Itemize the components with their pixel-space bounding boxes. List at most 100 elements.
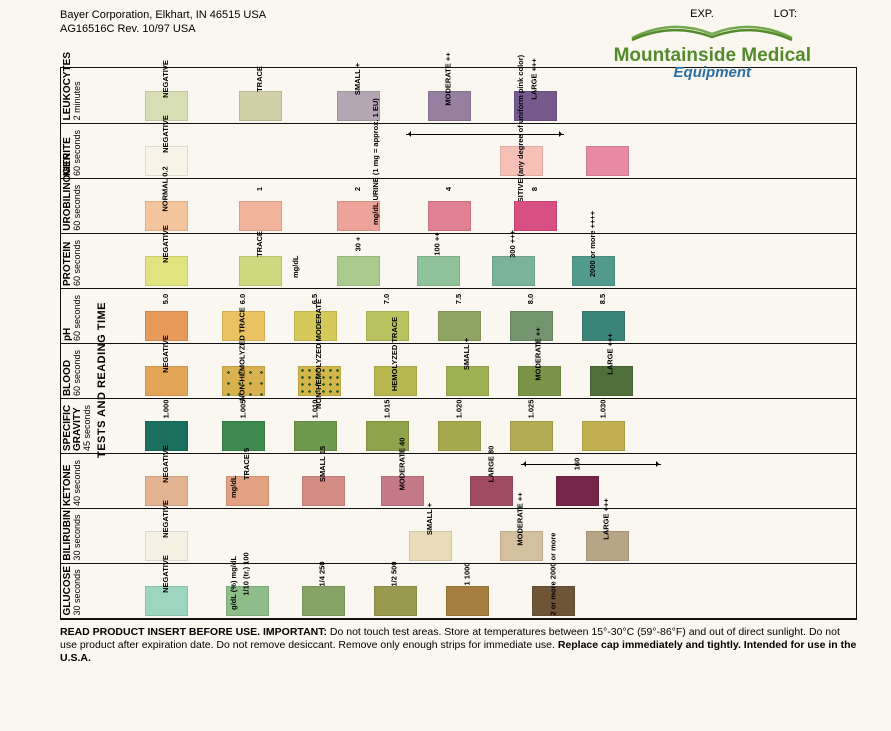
value-label: 1/10 (tr.) 100 xyxy=(239,552,255,595)
swatch-track: 1.0001.0051.0101.0151.0201.0251.030 xyxy=(123,399,856,453)
corp-line: Bayer Corporation, Elkhart, IN 46515 USA xyxy=(60,8,266,22)
value-label: NON-HEMOLYZED MODERATE xyxy=(311,299,327,409)
value-cell: 2000 or more ++++ xyxy=(553,234,633,288)
value-cell: POSITIVE (any degree of uniform pink col… xyxy=(475,124,567,178)
color-swatch xyxy=(438,421,481,451)
value-cell: TRACE 5 xyxy=(207,454,287,508)
value-label: 1.030 xyxy=(595,399,611,418)
row-label: pH60 seconds xyxy=(63,295,82,341)
value-label: NON-HEMOLYZED TRACE xyxy=(235,307,251,400)
value-cell: NEGATIVE xyxy=(125,564,207,618)
value-cell: 300 +++ xyxy=(473,234,553,288)
color-swatch xyxy=(428,201,471,231)
value-label: 1.015 xyxy=(379,399,395,418)
color-swatch xyxy=(239,201,282,231)
value-label: LARGE +++ xyxy=(527,58,543,99)
range-arrow xyxy=(521,464,661,465)
value-label: MODERATE ++ xyxy=(441,52,457,105)
value-cell: MODERATE 40 xyxy=(359,454,445,508)
swatch-track: NEGATIVEPOSITIVE (any degree of uniform … xyxy=(123,124,856,178)
value-cell: 7.5 xyxy=(423,289,495,343)
footer-bold1: READ PRODUCT INSERT BEFORE USE. IMPORTAN… xyxy=(60,626,327,638)
value-cell: 1.010 xyxy=(279,399,351,453)
value-label: 2000 or more ++++ xyxy=(585,210,601,276)
value-cell: NEGATIVE xyxy=(125,344,207,398)
value-cell: SMALL + xyxy=(431,344,503,398)
footer: READ PRODUCT INSERT BEFORE USE. IMPORTAN… xyxy=(60,626,857,665)
value-label: TRACE xyxy=(252,231,268,257)
test-row-ph: pH60 seconds5.06.06.57.07.58.08.5 xyxy=(61,288,856,343)
value-label: 5.0 xyxy=(158,293,174,303)
value-label: NEGATIVE xyxy=(158,335,174,373)
value-cell: 1 xyxy=(207,179,313,233)
value-cell: 1.015 xyxy=(351,399,423,453)
value-cell: NON-HEMOLYZED MODERATE xyxy=(279,344,359,398)
value-cell: 1.025 xyxy=(495,399,567,453)
test-row-bilirubin: BILIRUBIN30 seconds NEGATIVESMALL +MODERA… xyxy=(61,508,856,563)
value-label: NEGATIVE xyxy=(158,555,174,593)
test-row-protein: PROTEIN60 secondsNEGATIVETRACE30 +100 ++… xyxy=(61,233,856,288)
color-swatch xyxy=(302,586,345,616)
value-cell: TRACE xyxy=(207,68,313,123)
color-swatch xyxy=(586,146,629,176)
rev-line: AG16516C Rev. 10/97 USA xyxy=(60,22,266,36)
value-label: 1.020 xyxy=(451,399,467,418)
value-cell: SMALL + xyxy=(313,68,403,123)
color-swatch xyxy=(374,586,417,616)
header-left: Bayer Corporation, Elkhart, IN 46515 USA… xyxy=(60,8,266,37)
value-label: SMALL + xyxy=(459,338,475,370)
row-label: GLUCOSE30 seconds xyxy=(63,566,82,615)
value-label: NEGATIVE xyxy=(158,225,174,263)
color-swatch xyxy=(438,311,481,341)
value-label: 1.025 xyxy=(523,399,539,418)
color-swatch xyxy=(514,201,557,231)
swatch-track: NEGATIVETRACESMALL +MODERATE ++LARGE +++ xyxy=(123,68,856,123)
value-label: LARGE +++ xyxy=(603,333,619,374)
value-label: NEGATIVE xyxy=(158,445,174,483)
value-cell: LARGE +++ xyxy=(495,68,575,123)
row-label: BILIRUBIN30 seconds xyxy=(63,510,82,561)
mountain-icon xyxy=(627,16,797,42)
value-label: 300 +++ xyxy=(505,230,521,258)
value-cell: 2 or more 2000 or more xyxy=(503,564,603,618)
value-label: 8 xyxy=(527,187,543,191)
unit-label: mg/dL xyxy=(291,255,300,278)
color-swatch xyxy=(337,256,380,286)
color-chart: LEUKOCYTES2 minutesNEGATIVETRACESMALL +M… xyxy=(60,67,857,620)
color-swatch xyxy=(510,421,553,451)
row-label: SPECIFIC GRAVITY45 seconds xyxy=(63,399,92,451)
value-label: LARGE 80 xyxy=(483,445,499,482)
color-swatch xyxy=(222,421,265,451)
value-label: 8.5 xyxy=(595,293,611,303)
test-row-urobilinogen: UROBILINOGEN60 secondsNORMAL 0.21248mg/d… xyxy=(61,178,856,233)
color-swatch xyxy=(239,256,282,286)
logo-line1: Mountainside Medical xyxy=(614,46,811,65)
value-cell: 30 + xyxy=(313,234,403,288)
value-label: 7.0 xyxy=(379,293,395,303)
value-label: 2 or more 2000 or more xyxy=(545,532,561,615)
value-label: HEMOLYZED TRACE xyxy=(387,316,403,390)
unit-label: g/dL (%) mg/dL xyxy=(229,556,238,610)
value-cell: 1/4 250 xyxy=(287,564,359,618)
value-label: MODERATE ++ xyxy=(531,327,547,380)
value-label: LARGE +++ xyxy=(599,498,615,539)
swatch-track: NEGATIVESMALL +MODERATE ++LARGE +++ xyxy=(123,509,856,563)
test-row-specific-gravity: SPECIFIC GRAVITY45 seconds1.0001.0051.01… xyxy=(61,398,856,453)
value-label: TRACE xyxy=(252,66,268,92)
swatch-track: NORMAL 0.21248 xyxy=(123,179,856,233)
value-cell: HEMOLYZED TRACE xyxy=(359,344,431,398)
value-cell: 100 ++ xyxy=(403,234,473,288)
test-row-ketone: KETONE40 secondsNEGATIVETRACE 5SMALL 15M… xyxy=(61,453,856,508)
value-label: 1.000 xyxy=(158,399,174,418)
value-label: 1/4 250 xyxy=(315,561,331,586)
value-cell: SMALL + xyxy=(385,509,475,563)
value-cell: 1 1000 xyxy=(431,564,503,618)
color-swatch xyxy=(582,421,625,451)
color-swatch xyxy=(239,91,282,121)
value-label: 1.010 xyxy=(307,399,323,418)
value-label: 100 ++ xyxy=(430,232,446,255)
row-label: PROTEIN60 seconds xyxy=(63,240,82,286)
value-cell: LARGE +++ xyxy=(575,344,647,398)
value-label: 4 xyxy=(441,187,457,191)
value-cell: 2 xyxy=(313,179,403,233)
